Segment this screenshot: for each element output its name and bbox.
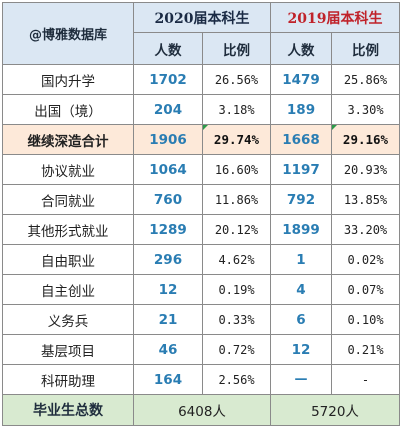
ratio-2020: 0.72% (202, 334, 271, 365)
year-2019-header: 2019届本科生 (270, 2, 400, 33)
table-row: 科研助理 164 2.56% — - (2, 364, 400, 395)
count-2019: 1 (270, 244, 332, 275)
total-label: 毕业生总数 (2, 394, 134, 426)
header-count-2019: 人数 (270, 32, 332, 65)
count-2020: 204 (133, 94, 203, 125)
row-label: 自由职业 (2, 244, 134, 275)
count-2019: — (270, 364, 332, 395)
table-row: 国内升学 1702 26.56% 1479 25.86% (2, 64, 400, 95)
table-row: 其他形式就业 1289 20.12% 1899 33.20% (2, 214, 400, 245)
table-row: 自主创业 12 0.19% 4 0.07% (2, 274, 400, 305)
table-row: 基层项目 46 0.72% 12 0.21% (2, 334, 400, 365)
row-label: 协议就业 (2, 154, 134, 185)
ratio-2019: 13.85% (331, 184, 400, 215)
count-2019: 1197 (270, 154, 332, 185)
ratio-2019: 0.02% (331, 244, 400, 275)
count-2020: 1906 (133, 124, 203, 155)
count-2019: 189 (270, 94, 332, 125)
total-2019: 5720人 (270, 394, 400, 426)
ratio-2019: 25.86% (331, 64, 400, 95)
ratio-2020: 16.60% (202, 154, 271, 185)
row-label: 继续深造合计 (2, 124, 134, 155)
row-label: 基层项目 (2, 334, 134, 365)
count-2019: 4 (270, 274, 332, 305)
row-label: 国内升学 (2, 64, 134, 95)
row-label: 科研助理 (2, 364, 134, 395)
table-row: 自由职业 296 4.62% 1 0.02% (2, 244, 400, 275)
ratio-2020: 0.19% (202, 274, 271, 305)
count-2020: 46 (133, 334, 203, 365)
ratio-2020: 26.56% (202, 64, 271, 95)
count-2020: 760 (133, 184, 203, 215)
table-row: 义务兵 21 0.33% 6 0.10% (2, 304, 400, 335)
watermark-label: @博雅数据库 (2, 2, 134, 65)
ratio-2020: 3.18% (202, 94, 271, 125)
header-ratio-2019: 比例 (331, 32, 400, 65)
ratio-2020: 11.86% (202, 184, 271, 215)
ratio-2020: 0.33% (202, 304, 271, 335)
count-2019: 792 (270, 184, 332, 215)
ratio-2019: 20.93% (331, 154, 400, 185)
ratio-2019: 3.30% (331, 94, 400, 125)
header-ratio-2020: 比例 (202, 32, 271, 65)
count-2019: 12 (270, 334, 332, 365)
row-label: 义务兵 (2, 304, 134, 335)
row-label: 合同就业 (2, 184, 134, 215)
count-2020: 1702 (133, 64, 203, 95)
count-2020: 296 (133, 244, 203, 275)
year-2020-header: 2020届本科生 (133, 2, 271, 33)
total-2020: 6408人 (133, 394, 271, 426)
ratio-2020: 20.12% (202, 214, 271, 245)
count-2019: 1479 (270, 64, 332, 95)
row-label: 其他形式就业 (2, 214, 134, 245)
table-row: 合同就业 760 11.86% 792 13.85% (2, 184, 400, 215)
count-2019: 6 (270, 304, 332, 335)
count-2020: 1064 (133, 154, 203, 185)
ratio-2019: - (331, 364, 400, 395)
header-count-2020: 人数 (133, 32, 203, 65)
ratio-2019: 0.10% (331, 304, 400, 335)
ratio-2020: 2.56% (202, 364, 271, 395)
count-2019: 1668 (270, 124, 332, 155)
count-2020: 164 (133, 364, 203, 395)
table-row: 协议就业 1064 16.60% 1197 20.93% (2, 154, 400, 185)
row-label: 出国（境） (2, 94, 134, 125)
count-2020: 12 (133, 274, 203, 305)
table-row: 出国（境） 204 3.18% 189 3.30% (2, 94, 400, 125)
table-row: 继续深造合计 1906 29.74% 1668 29.16% (2, 124, 400, 155)
ratio-2019: 29.16% (331, 124, 400, 155)
row-label: 自主创业 (2, 274, 134, 305)
count-2019: 1899 (270, 214, 332, 245)
ratio-2019: 0.21% (331, 334, 400, 365)
total-row: 毕业生总数 6408人 5720人 (2, 394, 400, 426)
ratio-2019: 0.07% (331, 274, 400, 305)
ratio-2020: 29.74% (202, 124, 271, 155)
count-2020: 1289 (133, 214, 203, 245)
count-2020: 21 (133, 304, 203, 335)
ratio-2019: 33.20% (331, 214, 400, 245)
ratio-2020: 4.62% (202, 244, 271, 275)
